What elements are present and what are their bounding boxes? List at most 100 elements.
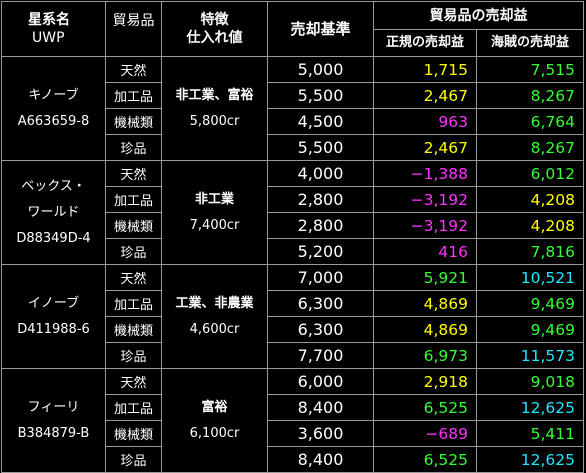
pirate-profit-value: 9,469: [476, 316, 584, 343]
pirate-profit-value: 5,411: [476, 420, 584, 447]
sale-base-value: 5,500: [267, 134, 374, 161]
table-row: 加工品 5,500 2,467 8,267: [2, 82, 584, 109]
legal-profit-value: 6,973: [373, 342, 477, 369]
table-row: フィーリ B384879-B 天然 富裕 6,100cr 6,000 2,918 9,018: [1, 368, 584, 473]
feature-text: 非工業: [194, 191, 234, 207]
header-row-1: 星系名 UWP 貿易品 特徴 仕入れ値 売却基準 貿易品の売却益: [1, 1, 584, 57]
uwp-code: A663659-8: [17, 113, 90, 129]
purchase-header: 仕入れ値: [186, 30, 243, 46]
table-row: 機械類 4,500 963 6,764: [2, 108, 584, 135]
goods-type: 加工品: [105, 82, 162, 109]
sale-base-value: 6,300: [267, 316, 374, 343]
legal-profit-value: 416: [373, 238, 477, 265]
pirate-profit-value: 11,573: [476, 342, 584, 369]
purchase-price: 4,600cr: [189, 321, 240, 337]
feature-text: 非工業、富裕: [175, 87, 254, 103]
sale-standard-header: 売却基準: [267, 1, 374, 57]
star-system-cell: キノーブ A663659-8: [1, 56, 106, 161]
sale-base-value: 6,300: [267, 290, 374, 317]
pirate-profit-value: 9,018: [476, 368, 584, 395]
sale-base-value: 7,000: [267, 264, 374, 291]
pirate-profit-value: 6,764: [476, 108, 584, 135]
table-row: 珍品 5,200 416 7,816: [2, 238, 584, 265]
sale-base-value: 2,800: [267, 212, 374, 239]
star-name: フィーリ: [27, 399, 80, 415]
legal-profit-header: 正規の売却益: [373, 29, 477, 57]
sale-base-value: 5,500: [267, 82, 374, 109]
goods-type: 加工品: [105, 290, 162, 317]
sale-base-value: 8,400: [267, 394, 374, 421]
profit-header: 貿易品の売却益: [373, 1, 584, 30]
feature-text: 富裕: [201, 399, 228, 415]
sale-base-value: 3,600: [267, 420, 374, 447]
goods-type: 天然: [105, 264, 162, 291]
table-row: キノーブ A663659-8 天然 非工業、富裕 5,800cr 5,000 1,715 7,…: [1, 56, 584, 161]
goods-type: 加工品: [105, 394, 162, 421]
header-row-2: 正規の売却益 海賊の売却益: [2, 29, 584, 57]
sale-base-value: 5,200: [267, 238, 374, 265]
pirate-profit-header: 海賊の売却益: [476, 29, 584, 57]
legal-profit-value: −689: [373, 420, 477, 447]
goods-type: 機械類: [105, 420, 162, 447]
uwp-code: D411988-6: [17, 321, 90, 337]
sale-base-value: 6,000: [267, 368, 374, 395]
purchase-price: 6,100cr: [189, 425, 240, 441]
legal-profit-value: 963: [373, 108, 477, 135]
star-system-cell: フィーリ B384879-B: [1, 368, 106, 473]
pirate-profit-value: 4,208: [476, 212, 584, 239]
goods-type: 珍品: [105, 134, 162, 161]
legal-profit-value: −3,192: [373, 186, 477, 213]
sale-base-value: 5,000: [267, 56, 374, 83]
legal-profit-value: 5,921: [373, 264, 477, 291]
pirate-profit-value: 12,625: [476, 394, 584, 421]
pirate-profit-value: 6,012: [476, 160, 584, 187]
feature-purchase-cell: 工業、非農業 4,600cr: [161, 264, 268, 369]
goods-type: 天然: [105, 160, 162, 187]
uwp-header: UWP: [32, 30, 65, 46]
table-row: 機械類 6,300 4,869 9,469: [2, 316, 584, 343]
uwp-code: D88349D-4: [16, 230, 91, 246]
feature-text: 工業、非農業: [175, 295, 254, 311]
star-name: ベックス・ ワールド: [21, 178, 86, 220]
goods-type: 珍品: [105, 342, 162, 369]
star-name: キノーブ: [28, 87, 79, 103]
legal-profit-value: −1,388: [373, 160, 477, 187]
pirate-profit-value: 12,625: [476, 446, 584, 473]
table-row: イノーブ D411988-6 天然 工業、非農業 4,600cr 7,000 5,921 10…: [1, 264, 584, 369]
sale-base-value: 8,400: [267, 446, 374, 473]
sale-base-value: 4,000: [267, 160, 374, 187]
pirate-profit-value: 10,521: [476, 264, 584, 291]
purchase-price: 5,800cr: [189, 113, 240, 129]
legal-profit-value: 2,467: [373, 134, 477, 161]
table-row: 機械類 2,800 −3,192 4,208: [2, 212, 584, 239]
feature-purchase-cell: 富裕 6,100cr: [161, 368, 268, 473]
star-uwp-header: 星系名 UWP: [1, 1, 106, 57]
legal-profit-value: 4,869: [373, 316, 477, 343]
sale-base-value: 7,700: [267, 342, 374, 369]
sale-base-value: 4,500: [267, 108, 374, 135]
pirate-profit-value: 7,816: [476, 238, 584, 265]
goods-header: 貿易品: [105, 1, 162, 57]
legal-profit-value: 6,525: [373, 446, 477, 473]
table-body: キノーブ A663659-8 天然 非工業、富裕 5,800cr 5,000 1,715 7,…: [1, 56, 584, 473]
legal-profit-value: 2,467: [373, 82, 477, 109]
legal-profit-value: 2,918: [373, 368, 477, 395]
table-row: ベックス・ ワールド D88349D-4 天然 非工業 7,400cr 4,000 −1,3…: [1, 160, 584, 265]
pirate-profit-value: 8,267: [476, 134, 584, 161]
table-row: 珍品 5,500 2,467 8,267: [2, 134, 584, 161]
pirate-profit-value: 4,208: [476, 186, 584, 213]
goods-type: 珍品: [105, 238, 162, 265]
star-system-cell: イノーブ D411988-6: [1, 264, 106, 369]
table-row: 加工品 2,800 −3,192 4,208: [2, 186, 584, 213]
legal-profit-value: 4,869: [373, 290, 477, 317]
feature-header: 特徴: [200, 12, 229, 28]
pirate-profit-value: 9,469: [476, 290, 584, 317]
star-name: イノーブ: [27, 295, 80, 311]
star-name-header: 星系名: [28, 12, 70, 28]
goods-type: 機械類: [105, 108, 162, 135]
pirate-profit-value: 7,515: [476, 56, 584, 83]
goods-type: 機械類: [105, 212, 162, 239]
goods-type: 加工品: [105, 186, 162, 213]
